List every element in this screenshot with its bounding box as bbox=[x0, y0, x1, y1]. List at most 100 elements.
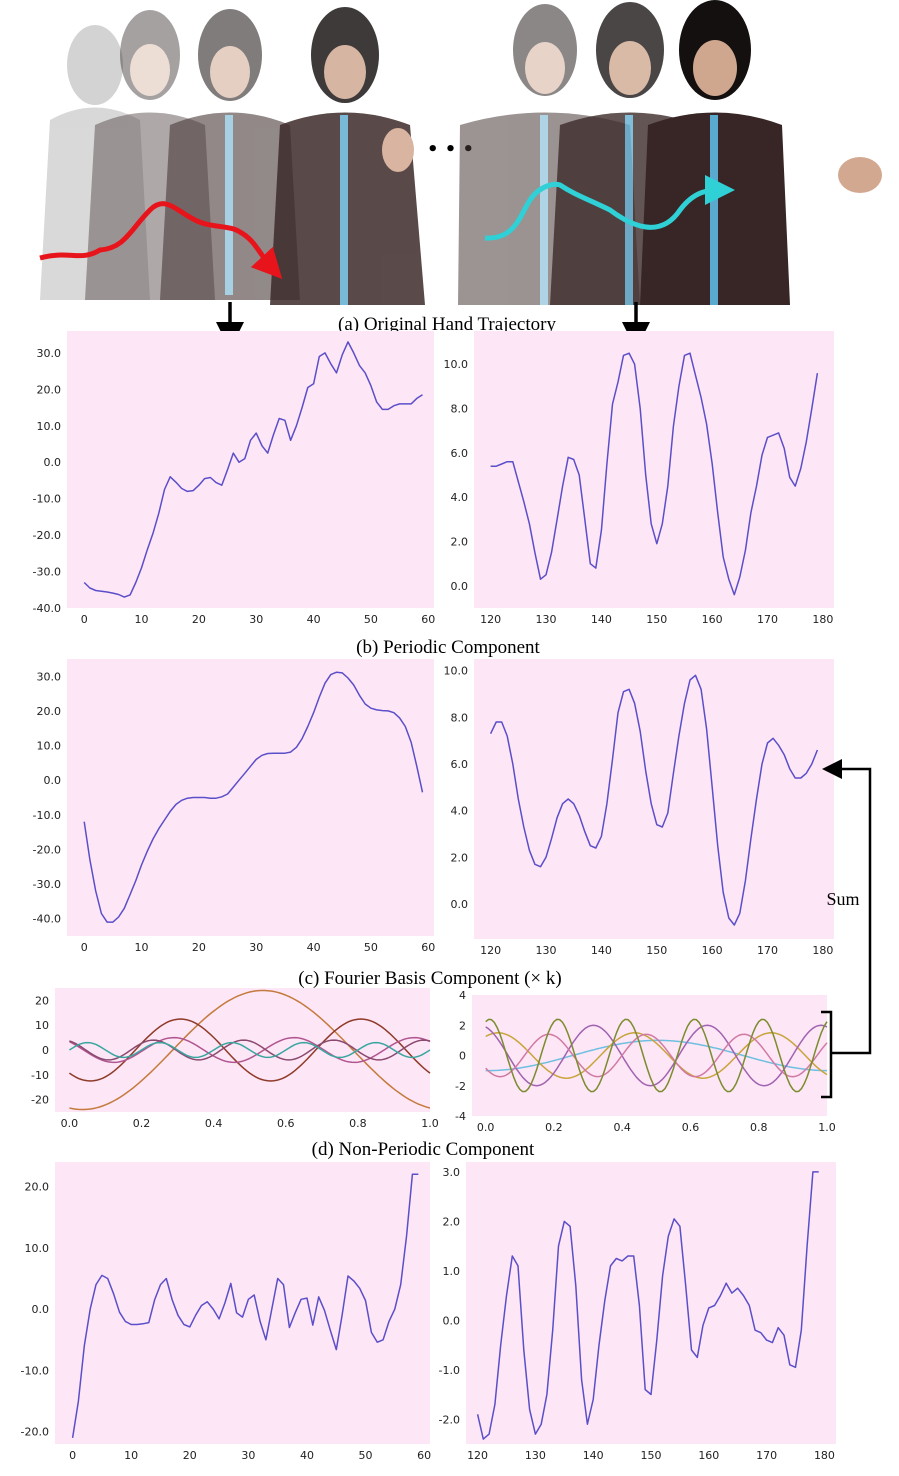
y-tick-label: 2 bbox=[459, 1019, 466, 1032]
x-tick-label: 0.4 bbox=[613, 1121, 631, 1134]
series-line-basis-4 bbox=[69, 1039, 431, 1061]
x-tick-label: 30 bbox=[241, 1449, 255, 1462]
chart-basis-right: 0.0 0.2 0.4 0.6 0.8 1.0 -4 -2 0 2 4 bbox=[455, 989, 836, 1134]
x-tick-label: 120 bbox=[480, 944, 501, 957]
x-tick-label: 140 bbox=[591, 613, 612, 626]
x-tick-label: 0.2 bbox=[133, 1117, 151, 1130]
y-tick-label: 3.0 bbox=[443, 1166, 461, 1179]
series-line-non_periodic bbox=[71, 1173, 419, 1439]
y-tick-label: 20 bbox=[35, 994, 49, 1007]
y-tick-label: 0.0 bbox=[32, 1303, 50, 1316]
x-tick-label: 10 bbox=[135, 941, 149, 954]
x-tick-label: 160 bbox=[702, 944, 723, 957]
plot-area bbox=[466, 1162, 836, 1444]
y-tick-label: 2.0 bbox=[451, 536, 469, 549]
x-tick-label: 0.6 bbox=[277, 1117, 295, 1130]
trajectory-arrow-red bbox=[39, 201, 283, 280]
x-tick-label: 180 bbox=[814, 1449, 835, 1462]
y-tick-label: -2.0 bbox=[439, 1413, 460, 1426]
x-tick-label: 160 bbox=[702, 613, 723, 626]
chart-basis-left: 0.0 0.2 0.4 0.6 0.8 1.0 -20 -10 0 10 20 bbox=[31, 988, 439, 1130]
y-tick-label: 2.0 bbox=[443, 1215, 461, 1228]
y-tick-label: 10.0 bbox=[37, 740, 62, 753]
x-tick-label: 0.0 bbox=[477, 1121, 495, 1134]
chart-d-left: 0 10 20 30 40 50 60 -20.0 -10.0 0.0 10.0 20.0 bbox=[21, 1162, 431, 1462]
chart-c-left: 0 10 20 30 40 50 60 -40.0 -30.0 -20.0 -10.0 0.0 10.0… bbox=[33, 659, 435, 954]
x-tick-label: 0.8 bbox=[750, 1121, 768, 1134]
x-tick-label: 0.4 bbox=[205, 1117, 223, 1130]
y-tick-label: -10.0 bbox=[21, 1364, 49, 1377]
x-tick-label: 30 bbox=[249, 941, 263, 954]
plot-area bbox=[67, 659, 434, 936]
x-tick-label: 120 bbox=[480, 613, 501, 626]
x-tick-label: 1.0 bbox=[421, 1117, 439, 1130]
x-tick-label: 20 bbox=[192, 613, 206, 626]
x-tick-label: 130 bbox=[525, 1449, 546, 1462]
x-tick-label: 160 bbox=[698, 1449, 719, 1462]
x-tick-label: 40 bbox=[307, 613, 321, 626]
chart-b-right: 120 130 140 150 160 170 180 0.0 2.0 4.0 6.0 8.0 10.0 bbox=[444, 331, 834, 626]
x-tick-label: 10 bbox=[124, 1449, 138, 1462]
avatar-frames-left bbox=[0, 0, 440, 308]
series-line-basis-1 bbox=[69, 989, 431, 1111]
y-tick-label: 0 bbox=[42, 1044, 49, 1057]
y-tick-label: -4 bbox=[455, 1110, 466, 1123]
x-tick-label: 170 bbox=[757, 944, 778, 957]
y-tick-label: 8.0 bbox=[451, 403, 469, 416]
x-tick-label: 40 bbox=[307, 941, 321, 954]
series-line-fourier_sum bbox=[489, 674, 819, 926]
plot-area bbox=[67, 331, 434, 608]
plot-area bbox=[55, 988, 430, 1112]
x-tick-label: 0 bbox=[81, 941, 88, 954]
y-tick-label: 30.0 bbox=[37, 670, 62, 683]
y-tick-label: 20.0 bbox=[25, 1181, 50, 1194]
x-tick-label: 150 bbox=[646, 944, 667, 957]
y-tick-label: 4.0 bbox=[451, 491, 469, 504]
x-tick-label: 180 bbox=[812, 613, 833, 626]
avatar-figure-1 bbox=[40, 25, 150, 300]
x-tick-label: 40 bbox=[300, 1449, 314, 1462]
plot-area bbox=[474, 659, 834, 939]
trajectory-arrow-cyan bbox=[484, 175, 735, 241]
x-tick-label: 0.6 bbox=[682, 1121, 700, 1134]
x-tick-label: 170 bbox=[756, 1449, 777, 1462]
sum-bracket: Sum bbox=[821, 759, 872, 1099]
x-tick-label: 0.2 bbox=[545, 1121, 563, 1134]
series-line-basis-5 bbox=[68, 1041, 431, 1059]
y-tick-label: -30.0 bbox=[33, 566, 61, 579]
y-tick-label: 10.0 bbox=[444, 665, 469, 678]
x-tick-label: 140 bbox=[583, 1449, 604, 1462]
y-tick-label: 4 bbox=[459, 989, 466, 1002]
y-tick-label: -1.0 bbox=[439, 1364, 460, 1377]
y-tick-label: 30.0 bbox=[37, 347, 62, 360]
y-tick-label: 0.0 bbox=[443, 1314, 461, 1327]
x-tick-label: 0.0 bbox=[61, 1117, 79, 1130]
y-tick-label: 0.0 bbox=[44, 774, 62, 787]
y-tick-label: 8.0 bbox=[451, 711, 469, 724]
y-tick-label: 2.0 bbox=[451, 851, 469, 864]
caption-b: (b) Periodic Component bbox=[356, 637, 540, 658]
x-tick-label: 60 bbox=[421, 613, 435, 626]
chart-d-right: 120 130 140 150 160 170 180 -2.0 -1.0 0.0 1.0 2.0 3.… bbox=[439, 1162, 836, 1462]
series-line-periodic bbox=[490, 352, 819, 596]
y-tick-label: 20.0 bbox=[37, 383, 62, 396]
y-tick-label: 10.0 bbox=[25, 1242, 50, 1255]
series-line-periodic bbox=[83, 341, 423, 598]
x-tick-label: 20 bbox=[183, 1449, 197, 1462]
series-line-basis-5 bbox=[485, 1018, 828, 1093]
x-tick-label: 0 bbox=[81, 613, 88, 626]
y-tick-label: 0.0 bbox=[451, 898, 469, 911]
sum-label: Sum bbox=[826, 889, 859, 909]
x-tick-label: 180 bbox=[812, 944, 833, 957]
series-line-basis-1 bbox=[485, 1039, 827, 1072]
series-line-basis-3 bbox=[485, 1024, 828, 1087]
y-tick-label: 4.0 bbox=[451, 805, 469, 818]
x-tick-label: 120 bbox=[467, 1449, 488, 1462]
x-tick-label: 150 bbox=[641, 1449, 662, 1462]
x-tick-label: 60 bbox=[421, 941, 435, 954]
series-line-non_periodic bbox=[476, 1171, 819, 1440]
y-tick-label: 1.0 bbox=[443, 1265, 461, 1278]
y-tick-label: -30.0 bbox=[33, 878, 61, 891]
chart-c-right: 120 130 140 150 160 170 180 0.0 2.0 4.0 6.0 8.0 10.0 bbox=[444, 659, 834, 957]
